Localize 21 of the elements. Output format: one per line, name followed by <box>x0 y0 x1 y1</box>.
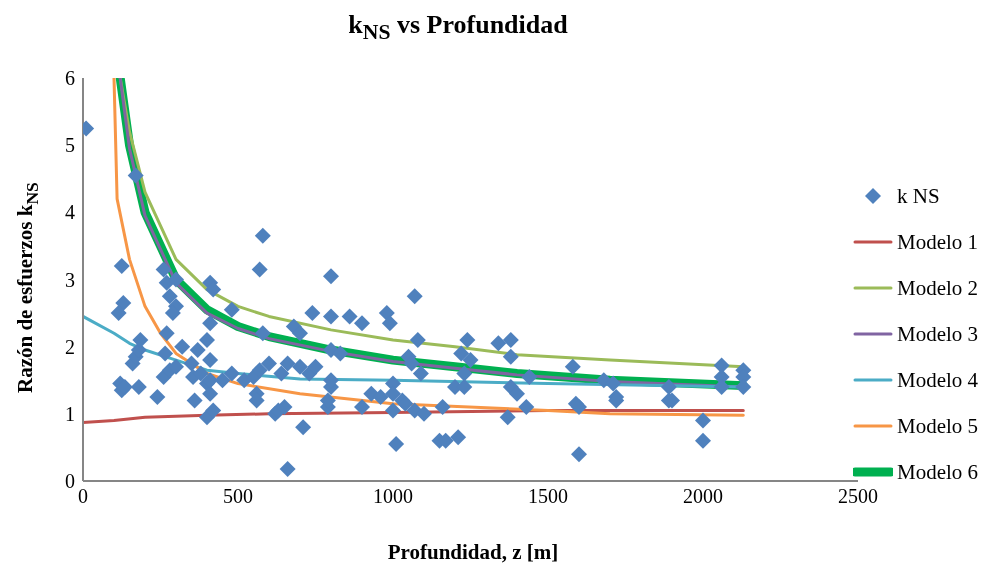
chart-title: k$_{NS}$ vs Profundidad <box>347 10 569 46</box>
y-tick-label: 3 <box>65 268 75 291</box>
y-tick-label: 0 <box>65 470 75 493</box>
legend-label: Modelo 2 <box>897 275 979 301</box>
legend-label: Modelo 1 <box>897 229 979 255</box>
y-tick-label: 4 <box>65 201 75 224</box>
x-tick-label: 2000 <box>683 485 723 508</box>
x-tick-label: 1000 <box>373 485 413 508</box>
y-tick-label: 1 <box>65 402 75 425</box>
x-tick-label: 500 <box>223 485 253 508</box>
legend-label: Modelo 3 <box>897 321 979 347</box>
y-tick-label: 5 <box>65 134 75 157</box>
x-axis-title: Profundidad, z [m] <box>386 540 560 564</box>
x-tick-label: 1500 <box>528 485 568 508</box>
y-tick-label: 2 <box>65 335 75 358</box>
legend-label: Modelo 5 <box>897 413 979 439</box>
legend-label: Modelo 4 <box>897 367 979 393</box>
legend-label: Modelo 6 <box>897 459 979 485</box>
x-tick-label: 2500 <box>838 485 878 508</box>
legend-label: k NS <box>897 183 940 209</box>
y-tick-label: 6 <box>65 67 75 90</box>
